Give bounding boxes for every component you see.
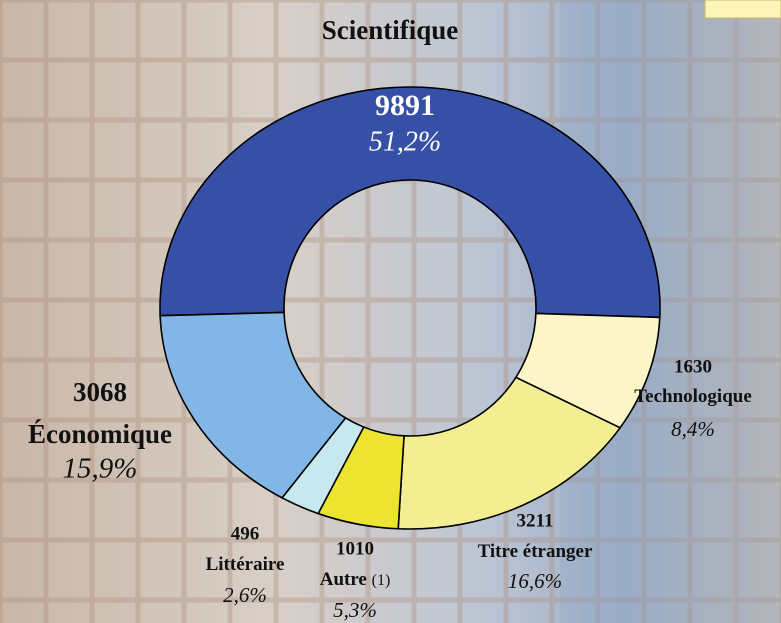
labels: Scientifique 9891 51,2% 1630 Technologique 8,… <box>28 15 752 622</box>
category-label: Technologique <box>634 386 752 407</box>
donut-segment <box>159 86 661 319</box>
category-name: Économique <box>28 419 172 449</box>
category-label: Économique <box>28 419 172 449</box>
percent-label: 8,4% <box>671 417 715 441</box>
value-label: 9891 <box>375 89 435 122</box>
category-label: Titre étranger <box>478 541 593 562</box>
donut-segment <box>159 311 347 499</box>
value-label: 1010 <box>336 538 374 559</box>
value-label: 1630 <box>674 356 712 377</box>
category-name: Littéraire <box>206 554 285 575</box>
corner-box <box>704 0 781 19</box>
percent-label: 51,2% <box>369 126 441 157</box>
value-label: 496 <box>231 523 260 544</box>
value-label: 3068 <box>73 377 127 407</box>
category-label: Littéraire <box>206 554 285 575</box>
donut <box>159 86 661 530</box>
donut-segment <box>397 376 622 530</box>
percent-label: 15,9% <box>63 453 138 485</box>
value-label: 3211 <box>517 510 554 531</box>
chart-title: Scientifique <box>322 15 459 45</box>
category-label: Autre (1) <box>320 569 391 590</box>
category-name: Technologique <box>634 386 752 407</box>
category-name: Autre <box>320 569 367 590</box>
footnote-mark: (1) <box>372 572 391 589</box>
category-name: Titre étranger <box>478 541 593 562</box>
percent-label: 16,6% <box>508 569 562 593</box>
percent-label: 2,6% <box>223 583 267 607</box>
percent-label: 5,3% <box>333 598 377 622</box>
